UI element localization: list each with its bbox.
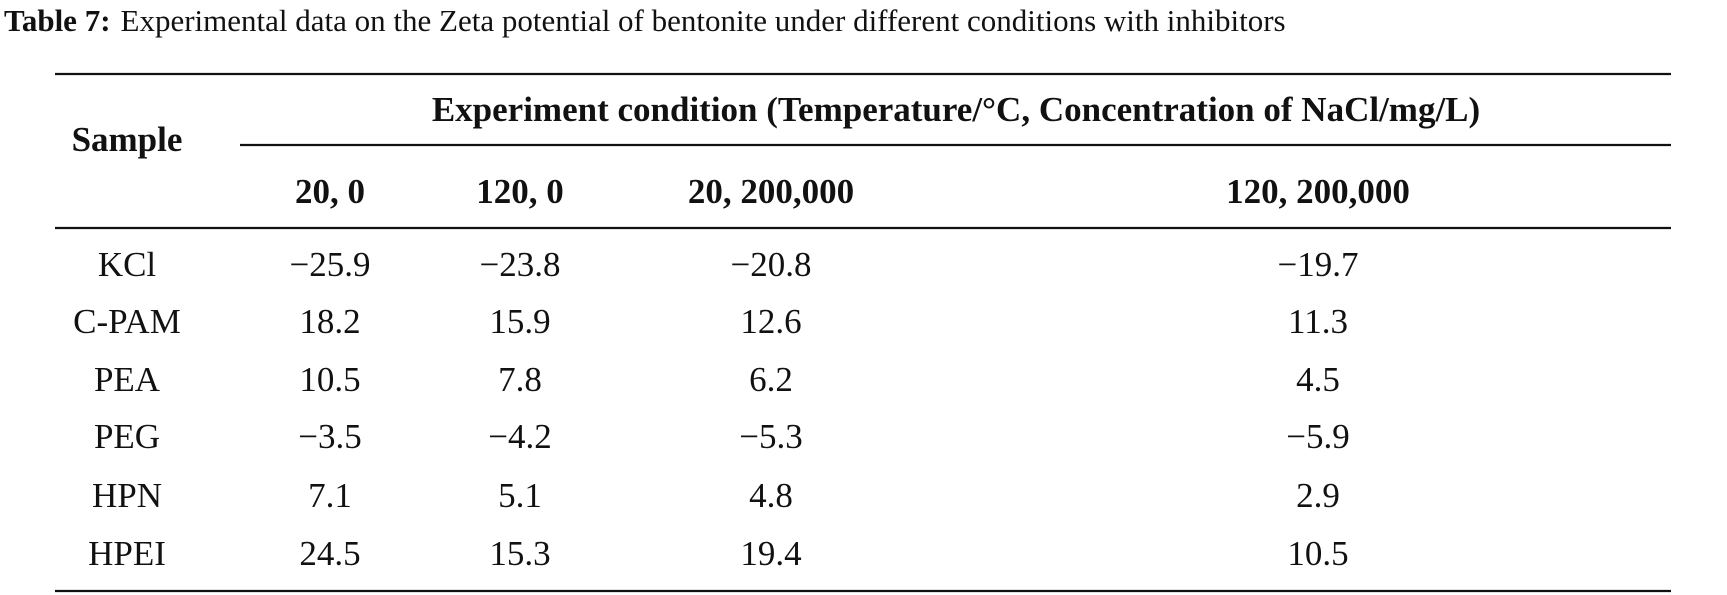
cell: −19.7 xyxy=(1278,245,1359,284)
cell: −20.8 xyxy=(731,245,812,284)
cell: 4.8 xyxy=(749,476,793,515)
cell: 7.8 xyxy=(498,360,542,399)
cell: 4.5 xyxy=(1296,360,1340,399)
row-header: Sample xyxy=(72,120,183,159)
row-label: HPN xyxy=(92,476,162,515)
group-header: Experiment condition (Temperature/°C, Co… xyxy=(432,90,1480,129)
cell: 12.6 xyxy=(740,302,801,341)
row-label: KCl xyxy=(98,245,157,284)
cell: 10.5 xyxy=(299,360,360,399)
cell: 5.1 xyxy=(498,476,542,515)
cell: 24.5 xyxy=(299,534,360,573)
cell: 19.4 xyxy=(740,534,801,573)
cell: 11.3 xyxy=(1288,302,1348,341)
cell: −4.2 xyxy=(488,417,552,456)
column-header: 20, 200,000 xyxy=(688,172,854,211)
cell: 10.5 xyxy=(1287,534,1348,573)
cell: 15.3 xyxy=(489,534,550,573)
cell: 15.9 xyxy=(489,302,550,341)
row-label: C-PAM xyxy=(73,302,181,341)
row-label: PEA xyxy=(94,360,161,399)
cell: −5.3 xyxy=(739,417,803,456)
cell: −3.5 xyxy=(298,417,362,456)
caption-text: Experimental data on the Zeta potential … xyxy=(121,3,1286,38)
cell: 6.2 xyxy=(749,360,793,399)
column-header: 120, 200,000 xyxy=(1226,172,1410,211)
cell: −23.8 xyxy=(480,245,561,284)
caption: Table 7: Experimental data on the Zeta po… xyxy=(4,3,1286,38)
column-header: 20, 0 xyxy=(295,172,365,211)
cell: −5.9 xyxy=(1286,417,1350,456)
cell: 2.9 xyxy=(1296,476,1340,515)
column-header: 120, 0 xyxy=(476,172,564,211)
cell: 18.2 xyxy=(299,302,360,341)
row-label: PEG xyxy=(94,417,160,456)
row-label: HPEI xyxy=(88,534,166,573)
caption-label: Table 7: xyxy=(4,3,111,38)
cell: 7.1 xyxy=(308,476,352,515)
cell: −25.9 xyxy=(290,245,371,284)
